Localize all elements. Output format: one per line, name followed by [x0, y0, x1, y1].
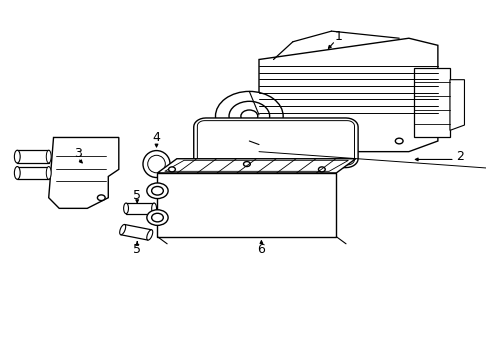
Text: 6: 6	[257, 243, 265, 256]
Polygon shape	[157, 159, 355, 173]
Bar	[17, 150, 49, 163]
Text: 5: 5	[133, 189, 141, 202]
Ellipse shape	[146, 230, 152, 240]
Circle shape	[146, 210, 168, 225]
Circle shape	[394, 138, 402, 144]
Text: 5: 5	[133, 243, 141, 256]
Circle shape	[97, 195, 105, 201]
Polygon shape	[193, 118, 357, 168]
Bar	[413, 68, 449, 138]
Circle shape	[168, 167, 175, 172]
Text: 2: 2	[455, 150, 463, 163]
Polygon shape	[449, 80, 464, 130]
Circle shape	[151, 213, 163, 222]
Circle shape	[151, 186, 163, 195]
Text: 1: 1	[334, 30, 342, 43]
Ellipse shape	[46, 167, 51, 179]
Ellipse shape	[14, 150, 20, 163]
Polygon shape	[259, 38, 437, 152]
Ellipse shape	[142, 150, 170, 177]
Ellipse shape	[147, 155, 165, 173]
Circle shape	[318, 167, 325, 172]
Circle shape	[337, 138, 345, 144]
Ellipse shape	[123, 203, 128, 214]
Bar	[17, 167, 49, 179]
Circle shape	[215, 91, 283, 141]
Circle shape	[279, 138, 286, 144]
Polygon shape	[121, 225, 151, 240]
Polygon shape	[49, 138, 119, 208]
Bar	[157, 173, 336, 237]
Circle shape	[228, 101, 269, 131]
Circle shape	[146, 183, 168, 199]
Text: 4: 4	[152, 131, 160, 144]
Circle shape	[243, 162, 250, 167]
Ellipse shape	[14, 167, 20, 179]
Ellipse shape	[151, 203, 156, 214]
Ellipse shape	[120, 225, 125, 235]
Polygon shape	[197, 121, 354, 165]
Circle shape	[241, 110, 257, 122]
Polygon shape	[126, 203, 154, 214]
Ellipse shape	[46, 150, 51, 163]
Text: 3: 3	[74, 147, 81, 160]
